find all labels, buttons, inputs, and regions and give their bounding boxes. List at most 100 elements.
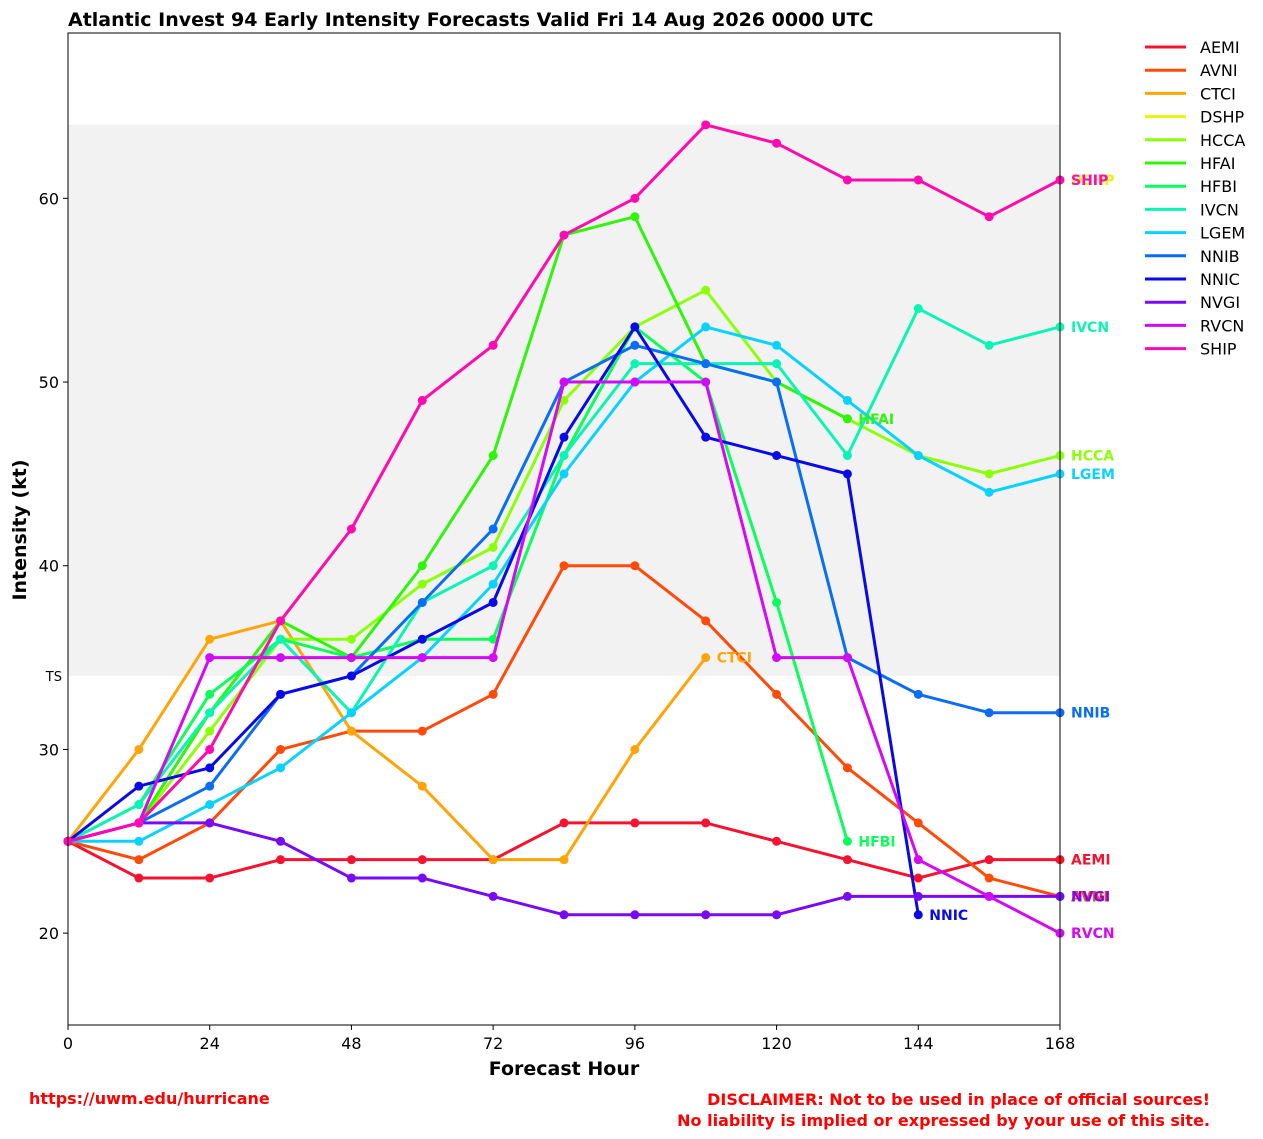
- data-point-ship: [842, 175, 852, 185]
- data-point-aemi: [913, 873, 923, 883]
- data-point-nnic: [346, 671, 356, 681]
- data-point-nnib: [984, 708, 994, 718]
- data-point-nvgi: [488, 891, 498, 901]
- data-point-nnic: [913, 910, 923, 920]
- data-point-ivcn: [559, 451, 569, 461]
- data-point-nnic: [276, 689, 286, 699]
- data-point-hcca: [984, 469, 994, 479]
- data-point-nvgi: [842, 891, 852, 901]
- data-point-nnic: [630, 322, 640, 332]
- data-point-hcca: [205, 726, 215, 736]
- data-point-hfai: [488, 451, 498, 461]
- data-point-ship: [205, 744, 215, 754]
- legend: AEMI AVNI CTCI DSHP HCCA HFAI HFBI IVCN LGEM NNIB…: [1145, 38, 1245, 359]
- data-point-ship: [417, 395, 427, 405]
- y-tick-label: 30: [39, 740, 59, 759]
- data-point-ship: [559, 230, 569, 240]
- series-rvcn: [63, 377, 1065, 938]
- data-point-nnic: [701, 432, 711, 442]
- data-point-rvcn: [205, 653, 215, 663]
- legend-item-rvcn: RVCN: [1145, 316, 1244, 335]
- legend-label: DSHP: [1200, 108, 1245, 127]
- y-tick-label: 50: [39, 373, 59, 392]
- data-point-lgem: [559, 469, 569, 479]
- end-label-ship: SHIP: [1071, 173, 1108, 189]
- data-point-avni: [842, 763, 852, 773]
- legend-label: CTCI: [1200, 84, 1236, 103]
- data-point-ivcn: [630, 359, 640, 369]
- legend-item-nnic: NNIC: [1145, 270, 1240, 289]
- legend-label: LGEM: [1200, 224, 1245, 243]
- legend-label: HFAI: [1200, 154, 1235, 173]
- data-point-nnic: [417, 634, 427, 644]
- data-point-avni: [559, 561, 569, 571]
- data-point-ivcn: [134, 800, 144, 810]
- data-point-hcca: [417, 579, 427, 589]
- chart-title: Atlantic Invest 94 Early Intensity Forec…: [68, 9, 873, 31]
- end-label-hcca: HCCA: [1071, 449, 1114, 465]
- x-tick-label: 24: [200, 1034, 220, 1053]
- data-point-aemi: [842, 855, 852, 865]
- legend-label: AEMI: [1200, 38, 1240, 57]
- data-point-aemi: [559, 818, 569, 828]
- series-ship: [63, 120, 1065, 846]
- data-point-avni: [913, 818, 923, 828]
- data-point-ivcn: [984, 340, 994, 350]
- data-point-ship: [276, 616, 286, 626]
- data-point-aemi: [701, 818, 711, 828]
- legend-item-nnib: NNIB: [1145, 247, 1240, 266]
- data-point-hfai: [417, 561, 427, 571]
- data-point-nnib: [772, 377, 782, 387]
- disclaimer-line-1: DISCLAIMER: Not to be used in place of o…: [707, 1090, 1210, 1109]
- data-point-nvgi: [772, 910, 782, 920]
- data-point-lgem: [488, 579, 498, 589]
- data-point-ctci: [701, 653, 711, 663]
- disclaimer-line-2: No liability is implied or expressed by …: [677, 1111, 1210, 1130]
- legend-item-ship: SHIP: [1145, 340, 1237, 359]
- data-point-avni: [488, 689, 498, 699]
- series-line-hfbi: [66, 325, 849, 843]
- end-label-hfai: HFAI: [858, 412, 894, 428]
- end-label-ivcn: IVCN: [1071, 320, 1109, 336]
- data-point-ship: [346, 524, 356, 534]
- end-label-hfbi: HFBI: [858, 834, 895, 850]
- data-point-rvcn: [346, 653, 356, 663]
- data-point-ivcn: [276, 634, 286, 644]
- end-label-lgem: LGEM: [1071, 467, 1115, 483]
- data-point-ivcn: [488, 561, 498, 571]
- data-point-avni: [134, 855, 144, 865]
- x-tick-label: 48: [341, 1034, 361, 1053]
- y-axis-ticks: 20 30 40 50 60: [39, 189, 68, 943]
- data-point-rvcn: [488, 653, 498, 663]
- data-point-ctci: [559, 855, 569, 865]
- end-label-dshp: DSHP: [1071, 173, 1115, 189]
- legend-item-dshp: DSHP: [1145, 108, 1245, 127]
- data-point-ship: [913, 175, 923, 185]
- data-point-avni: [276, 744, 286, 754]
- legend-item-nvgi: NVGI: [1145, 293, 1240, 312]
- data-point-rvcn: [630, 377, 640, 387]
- data-point-nnib: [701, 359, 711, 369]
- data-point-rvcn: [984, 891, 994, 901]
- data-point-hfbi: [488, 634, 498, 644]
- data-point-nvgi: [630, 910, 640, 920]
- data-point-ship: [701, 120, 711, 130]
- end-label-nvgi: NVGI: [1071, 889, 1110, 905]
- data-point-hfbi: [842, 836, 852, 846]
- legend-item-hfbi: HFBI: [1145, 177, 1237, 196]
- data-point-avni: [701, 616, 711, 626]
- data-point-lgem: [701, 322, 711, 332]
- data-point-rvcn: [772, 653, 782, 663]
- series-end-labels: AEMI AVNI CTCI DSHP HCCA HFAI HFBI IVCN LGEM NNIB…: [717, 173, 1115, 942]
- data-point-aemi: [134, 873, 144, 883]
- data-point-hcca: [346, 634, 356, 644]
- data-point-nnib: [913, 689, 923, 699]
- data-point-ship: [488, 340, 498, 350]
- data-point-nvgi: [913, 891, 923, 901]
- data-point-lgem: [842, 395, 852, 405]
- legend-item-avni: AVNI: [1145, 61, 1238, 80]
- series-aemi: [63, 818, 1065, 883]
- data-point-nnic: [488, 597, 498, 607]
- data-point-avni: [417, 726, 427, 736]
